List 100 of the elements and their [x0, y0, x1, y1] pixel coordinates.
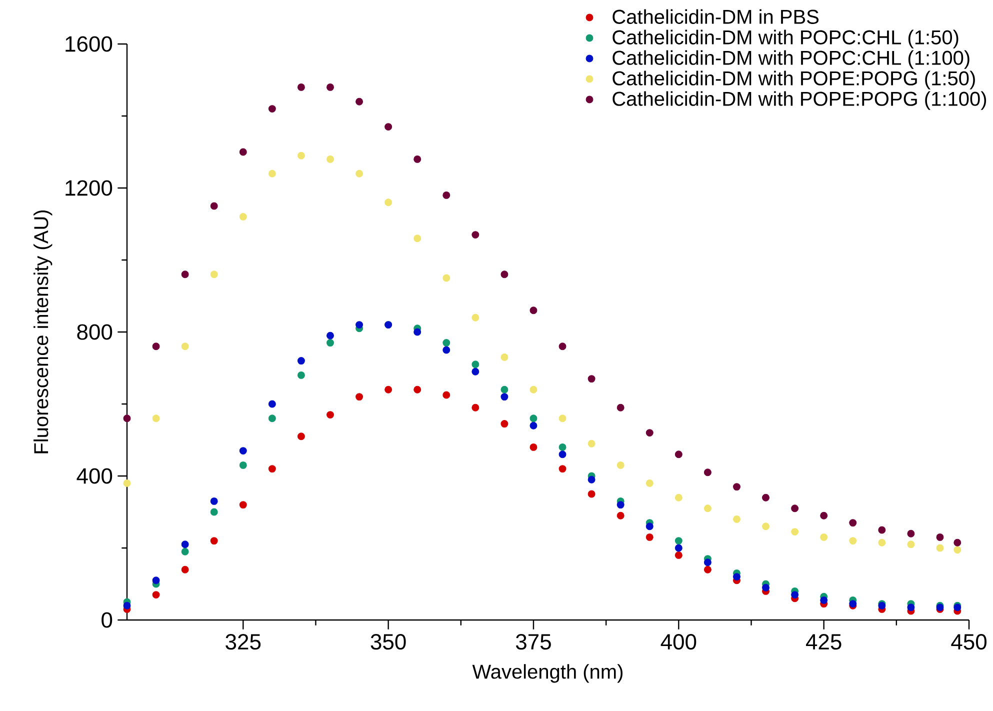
point: [674, 551, 682, 559]
point: [123, 602, 131, 610]
point: [297, 432, 305, 440]
point: [181, 548, 189, 556]
point: [791, 591, 799, 599]
point: [704, 558, 712, 566]
point: [907, 604, 915, 612]
legend-label: Cathelicidin-DM with POPE:POPG (1:100): [612, 91, 986, 110]
point: [558, 342, 566, 350]
point: [414, 155, 422, 163]
point: [954, 538, 962, 546]
point: [674, 450, 682, 458]
point: [907, 540, 915, 548]
point: [472, 404, 480, 412]
point: [239, 447, 247, 455]
x-tick-label: 400: [660, 634, 696, 650]
point: [326, 83, 334, 91]
point: [268, 414, 276, 422]
point: [500, 386, 508, 394]
point: [732, 515, 740, 523]
point: [704, 566, 712, 574]
point: [704, 468, 712, 476]
point: [210, 508, 218, 516]
point: [500, 420, 508, 428]
point: [646, 429, 654, 437]
legend-label: Cathelicidin-DM with POPC:CHL (1:50): [612, 30, 958, 48]
point: [442, 339, 450, 347]
point: [500, 270, 508, 278]
point: [472, 314, 480, 322]
point: [762, 522, 770, 530]
point: [356, 321, 364, 329]
point: [210, 202, 218, 210]
point: [646, 533, 654, 541]
point: [297, 152, 305, 160]
point: [414, 386, 422, 394]
point: [732, 573, 740, 581]
point: [878, 538, 886, 546]
y-tick-label: 0: [102, 612, 112, 628]
y-tick-label: 800: [77, 324, 112, 340]
point: [530, 422, 538, 430]
point: [530, 306, 538, 314]
point: [646, 522, 654, 530]
point: [152, 591, 160, 599]
point: [384, 123, 392, 131]
point: [791, 504, 799, 512]
y-tick-label: 400: [76, 468, 112, 484]
point: [820, 596, 828, 604]
point: [674, 494, 682, 502]
point: [674, 544, 682, 552]
point: [356, 98, 364, 106]
point: [239, 501, 247, 509]
point: [414, 328, 422, 336]
point: [878, 526, 886, 534]
point: [588, 490, 596, 498]
point: [297, 357, 305, 365]
point: [530, 386, 538, 394]
point: [500, 353, 508, 361]
point: [472, 231, 480, 239]
point: [181, 566, 189, 574]
point: [326, 332, 334, 340]
point: [616, 404, 624, 412]
point: [674, 537, 682, 545]
point: [414, 234, 422, 242]
point: [558, 465, 566, 473]
point: [239, 461, 247, 469]
point: [472, 360, 480, 368]
point: [442, 346, 450, 354]
point: [588, 375, 596, 383]
x-tick-label: 350: [370, 634, 406, 650]
point: [849, 519, 857, 527]
point: [791, 528, 799, 536]
point: [442, 391, 450, 399]
point: [616, 501, 624, 509]
point: [646, 479, 654, 487]
point: [297, 371, 305, 379]
point: [442, 274, 450, 282]
point: [558, 450, 566, 458]
point: [588, 440, 596, 448]
point: [123, 479, 131, 487]
legend-label: Cathelicidin-DM with POPC:CHL (1:100): [612, 50, 970, 69]
point: [181, 540, 189, 548]
point: [616, 461, 624, 469]
legend-label: Cathelicidin-DM with POPE:POPG (1:50): [612, 70, 975, 90]
point: [820, 512, 828, 520]
point: [356, 393, 364, 401]
point: [588, 476, 596, 484]
point: [936, 544, 944, 552]
point: [326, 411, 334, 419]
point: [210, 537, 218, 545]
point: [181, 270, 189, 278]
x-tick-label: 425: [806, 634, 842, 650]
point: [297, 83, 305, 91]
point: [210, 497, 218, 505]
point: [326, 155, 334, 163]
point: [356, 170, 364, 178]
point: [152, 576, 160, 584]
point: [268, 170, 276, 178]
x-tick-label: 375: [516, 634, 551, 650]
point: [210, 270, 218, 278]
point: [849, 537, 857, 545]
